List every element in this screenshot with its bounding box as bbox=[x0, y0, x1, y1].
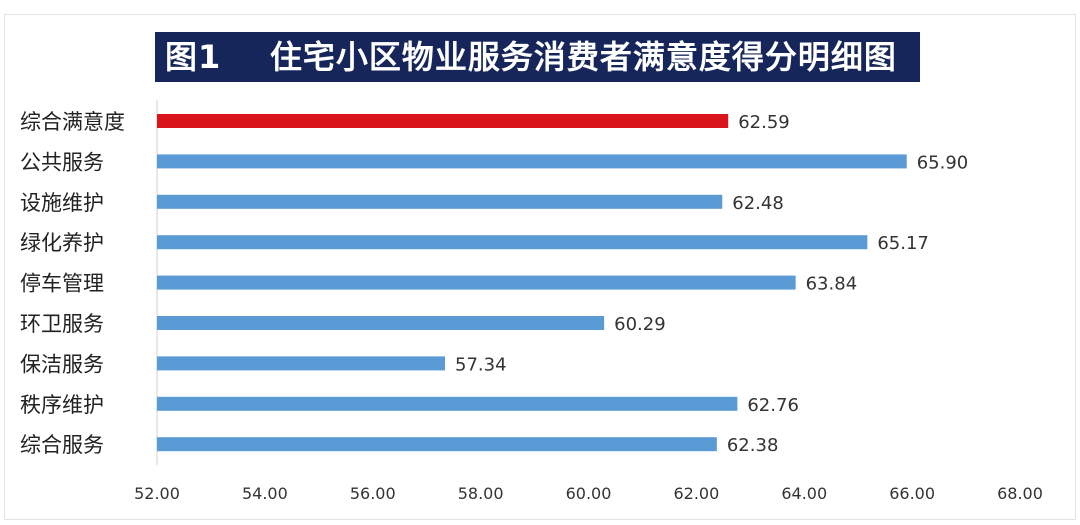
bar bbox=[157, 235, 868, 250]
x-tick-label: 54.00 bbox=[242, 484, 288, 503]
bar bbox=[157, 275, 796, 290]
data-label: 62.48 bbox=[732, 193, 784, 214]
category-label: 秩序维护 bbox=[20, 393, 104, 417]
data-label: 65.17 bbox=[877, 233, 929, 254]
x-tick-label: 52.00 bbox=[134, 484, 180, 503]
data-label: 62.76 bbox=[747, 395, 799, 416]
data-label: 62.59 bbox=[738, 112, 790, 133]
category-label: 环卫服务 bbox=[20, 312, 104, 336]
chart-title: 图1 住宅小区物业服务消费者满意度得分明细图 bbox=[155, 32, 920, 82]
x-tick-label: 64.00 bbox=[781, 484, 827, 503]
bar bbox=[157, 194, 723, 209]
bar bbox=[157, 437, 717, 452]
x-tick-label: 68.00 bbox=[997, 484, 1043, 503]
category-label: 公共服务 bbox=[20, 150, 104, 174]
x-tick-label: 66.00 bbox=[889, 484, 935, 503]
category-label: 保洁服务 bbox=[20, 352, 104, 376]
category-label: 综合服务 bbox=[20, 433, 104, 457]
x-tick-label: 60.00 bbox=[566, 484, 612, 503]
data-label: 60.29 bbox=[614, 314, 666, 335]
data-label: 63.84 bbox=[806, 274, 858, 295]
data-label: 57.34 bbox=[455, 354, 507, 375]
category-label: 设施维护 bbox=[20, 191, 104, 215]
x-tick-label: 56.00 bbox=[350, 484, 396, 503]
bar bbox=[157, 316, 605, 330]
bar bbox=[157, 396, 738, 411]
x-tick-label: 62.00 bbox=[673, 484, 719, 503]
chart-frame bbox=[4, 14, 1076, 520]
data-label: 62.38 bbox=[727, 435, 779, 456]
category-label: 绿化养护 bbox=[20, 231, 104, 255]
data-label: 65.90 bbox=[917, 152, 969, 173]
x-tick-label: 58.00 bbox=[458, 484, 504, 503]
category-label: 综合满意度 bbox=[20, 110, 125, 134]
bar bbox=[157, 114, 729, 128]
category-label: 停车管理 bbox=[20, 272, 104, 296]
bar bbox=[157, 356, 446, 371]
bar bbox=[157, 154, 907, 169]
